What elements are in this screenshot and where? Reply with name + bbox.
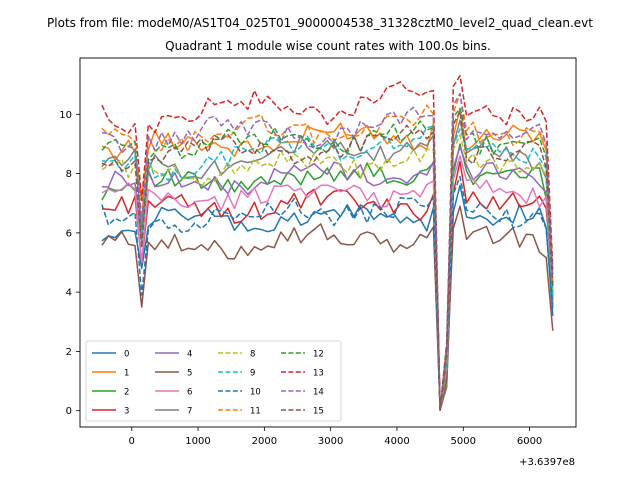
x-tick-label: 4000 — [384, 436, 409, 447]
legend-label-15: 15 — [313, 407, 324, 417]
y-tick-label: 0 — [66, 406, 72, 417]
series-line-9 — [101, 125, 554, 411]
legend-label-2: 2 — [124, 388, 129, 398]
series-line-5 — [101, 205, 554, 411]
y-tick-label: 4 — [66, 288, 72, 299]
x-axis: 0 1000 2000 3000 4000 5000 6000 — [129, 427, 542, 447]
legend-label-1: 1 — [124, 369, 129, 379]
plot-frame — [79, 57, 577, 428]
x-tick-label: 6000 — [517, 436, 542, 447]
legend-label-5: 5 — [187, 369, 192, 379]
legend-label-13: 13 — [313, 369, 324, 379]
legend-label-11: 11 — [250, 407, 261, 417]
y-axis: 0 2 4 6 8 10 — [59, 110, 80, 417]
legend-label-6: 6 — [187, 388, 192, 398]
figure-suptitle: Plots from file: modeM0/AS1T04_025T01_90… — [47, 16, 593, 30]
legend-label-7: 7 — [187, 407, 192, 417]
series-line-13 — [101, 75, 554, 411]
legend-label-10: 10 — [250, 388, 261, 398]
y-tick-label: 2 — [66, 347, 72, 358]
x-tick-label: 5000 — [451, 436, 476, 447]
legend-label-9: 9 — [250, 369, 255, 379]
legend-label-14: 14 — [313, 388, 324, 398]
legend-label-4: 4 — [187, 350, 192, 360]
series-line-6 — [101, 155, 554, 411]
legend-label-0: 0 — [124, 350, 129, 360]
x-tick-label: 1000 — [185, 436, 210, 447]
y-tick-label: 6 — [66, 228, 72, 239]
x-tick-label: 3000 — [318, 436, 343, 447]
y-tick-label: 10 — [59, 110, 72, 121]
chart-title: Quadrant 1 module wise count rates with … — [165, 39, 491, 53]
series-line-10 — [101, 175, 554, 411]
legend-label-8: 8 — [250, 350, 255, 360]
legend-label-3: 3 — [124, 407, 129, 417]
series-line-15 — [101, 110, 554, 411]
series-line-8 — [101, 134, 554, 411]
x-offset-label: +3.6397e8 — [519, 457, 575, 468]
y-tick-label: 8 — [66, 169, 72, 180]
legend-box — [85, 340, 342, 422]
series-line-0 — [101, 184, 554, 411]
x-tick-label: 0 — [129, 436, 135, 447]
series-line-4 — [101, 146, 554, 411]
x-tick-label: 2000 — [252, 436, 277, 447]
legend-label-12: 12 — [313, 350, 324, 360]
series-layer — [101, 75, 554, 411]
series-line-3 — [101, 160, 554, 411]
series-line-11 — [101, 92, 554, 411]
series-line-14 — [101, 92, 554, 411]
series-line-2 — [101, 143, 554, 411]
